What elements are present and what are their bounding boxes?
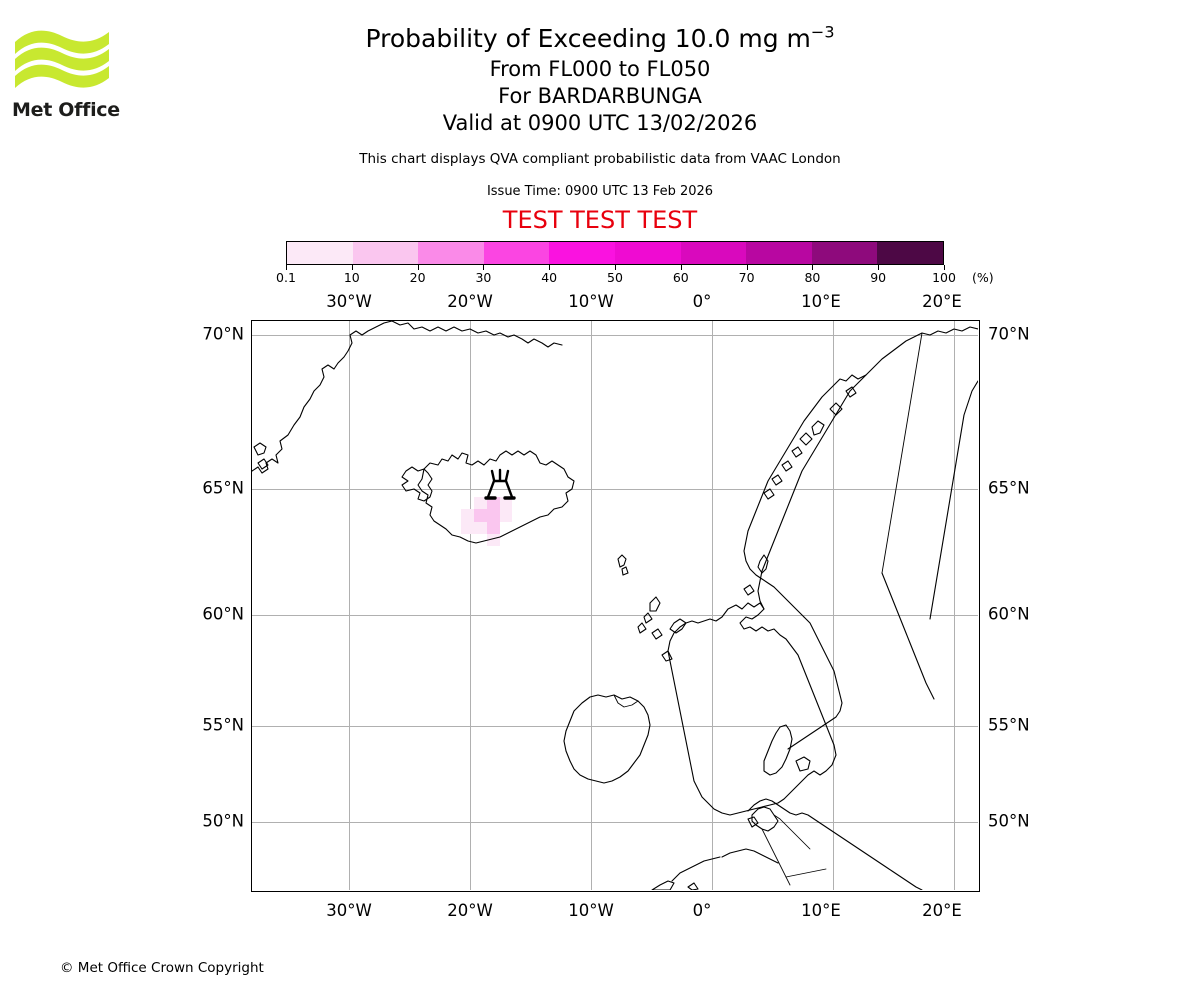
colorbar-tick-label-100: 100 bbox=[932, 270, 956, 285]
colorbar-tick-30 bbox=[483, 265, 485, 270]
lon-label-top-3: 0° bbox=[692, 292, 712, 311]
coastlines bbox=[252, 321, 978, 890]
colorbar-tick-60 bbox=[680, 265, 682, 270]
volcano-subtitle: For BARDARBUNGA bbox=[498, 84, 702, 108]
colorbar-tick-label-70: 70 bbox=[738, 270, 755, 285]
copyright-notice: © Met Office Crown Copyright bbox=[60, 960, 264, 976]
colorbar-band-8 bbox=[811, 242, 878, 264]
colorbar-tick-0.1 bbox=[286, 265, 287, 270]
flight-level-subtitle: From FL000 to FL050 bbox=[489, 57, 711, 81]
colorbar-band-2 bbox=[418, 242, 484, 264]
lon-label-bottom-1: 20°W bbox=[447, 901, 493, 920]
colorbar-band-9 bbox=[877, 242, 943, 264]
lon-label-top-2: 10°W bbox=[568, 292, 614, 311]
lon-label-top-5: 20°E bbox=[922, 292, 962, 311]
met-office-logo: Met Office bbox=[12, 22, 122, 121]
colorbar-tick-label-40: 40 bbox=[541, 270, 558, 285]
attribution-text: This chart displays QVA compliant probab… bbox=[359, 151, 841, 167]
lat-label-left-4: 50°N bbox=[202, 811, 244, 831]
colorbar-band-5 bbox=[614, 242, 681, 264]
colorbar-tick-100 bbox=[944, 265, 945, 270]
colorbar-tick-10 bbox=[351, 265, 353, 270]
lat-label-left-0: 70°N bbox=[202, 324, 244, 344]
colorbar-band-0 bbox=[287, 242, 353, 264]
colorbar-band-4 bbox=[549, 242, 615, 264]
map-panel[interactable] bbox=[251, 320, 980, 892]
colorbar-tick-label-90: 90 bbox=[870, 270, 887, 285]
met-office-waves-logo-icon bbox=[15, 30, 109, 88]
lat-label-left-2: 60°N bbox=[202, 604, 244, 624]
lon-label-bottom-5: 20°E bbox=[922, 901, 962, 920]
colorbar-units-label: (%) bbox=[972, 270, 994, 285]
issue-time-text: Issue Time: 0900 UTC 13 Feb 2026 bbox=[486, 184, 714, 199]
colorbar-tick-80 bbox=[812, 265, 814, 270]
chart-title-block: Probability of Exceeding 10.0 mg m−3 Fro… bbox=[0, 22, 1200, 234]
colorbar-tick-40 bbox=[549, 265, 551, 270]
lat-label-left-3: 55°N bbox=[202, 715, 244, 735]
volcano-icon bbox=[484, 468, 516, 500]
lat-label-right-4: 50°N bbox=[988, 811, 1030, 831]
lon-label-bottom-3: 0° bbox=[692, 901, 712, 920]
ash-probability-field bbox=[461, 497, 512, 546]
colorbar-tick-label-80: 80 bbox=[804, 270, 821, 285]
colorbar-tick-20 bbox=[417, 265, 419, 270]
colorbar-bands bbox=[286, 241, 944, 265]
colorbar-band-6 bbox=[680, 242, 747, 264]
colorbar-tick-50 bbox=[615, 265, 616, 270]
lat-label-right-2: 60°N bbox=[988, 604, 1030, 624]
lon-label-top-1: 20°W bbox=[447, 292, 493, 311]
test-banner: TEST TEST TEST bbox=[502, 206, 698, 234]
colorbar-tick-label-30: 30 bbox=[475, 270, 492, 285]
valid-time-subtitle: Valid at 0900 UTC 13/02/2026 bbox=[442, 111, 758, 135]
colorbar-tick-label-50: 50 bbox=[607, 270, 623, 285]
lat-label-left-1: 65°N bbox=[202, 478, 244, 498]
lon-label-top-0: 30°W bbox=[326, 292, 372, 311]
colorbar-band-3 bbox=[483, 242, 550, 264]
met-office-wordmark: Met Office bbox=[12, 99, 120, 121]
colorbar-tick-90 bbox=[878, 265, 880, 270]
main-title-text: Probability of Exceeding 10.0 mg m bbox=[365, 24, 811, 53]
lat-label-right-0: 70°N bbox=[988, 324, 1030, 344]
colorbar-band-7 bbox=[746, 242, 812, 264]
main-title-exponent: −3 bbox=[810, 22, 835, 42]
colorbar-tick-label-20: 20 bbox=[409, 270, 426, 285]
map-canvas bbox=[252, 321, 978, 890]
lon-label-bottom-4: 10°E bbox=[801, 901, 841, 920]
colorbar-tick-label-60: 60 bbox=[672, 270, 689, 285]
lat-label-right-1: 65°N bbox=[988, 478, 1030, 498]
map-gridlines bbox=[252, 321, 978, 890]
colorbar-tick-label-10: 10 bbox=[343, 270, 360, 285]
colorbar-tick-label-0.1: 0.1 bbox=[276, 270, 296, 285]
colorbar-band-1 bbox=[352, 242, 419, 264]
page-title: Probability of Exceeding 10.0 mg m−3 bbox=[0, 22, 1200, 56]
lon-label-bottom-2: 10°W bbox=[568, 901, 614, 920]
colorbar-tick-70 bbox=[746, 265, 748, 270]
lat-label-right-3: 55°N bbox=[988, 715, 1030, 735]
lon-label-top-4: 10°E bbox=[801, 292, 841, 311]
lon-label-bottom-0: 30°W bbox=[326, 901, 372, 920]
probability-colorbar: 0.1 10 20 30 40 50 60 70 80 90 100 bbox=[276, 241, 956, 285]
